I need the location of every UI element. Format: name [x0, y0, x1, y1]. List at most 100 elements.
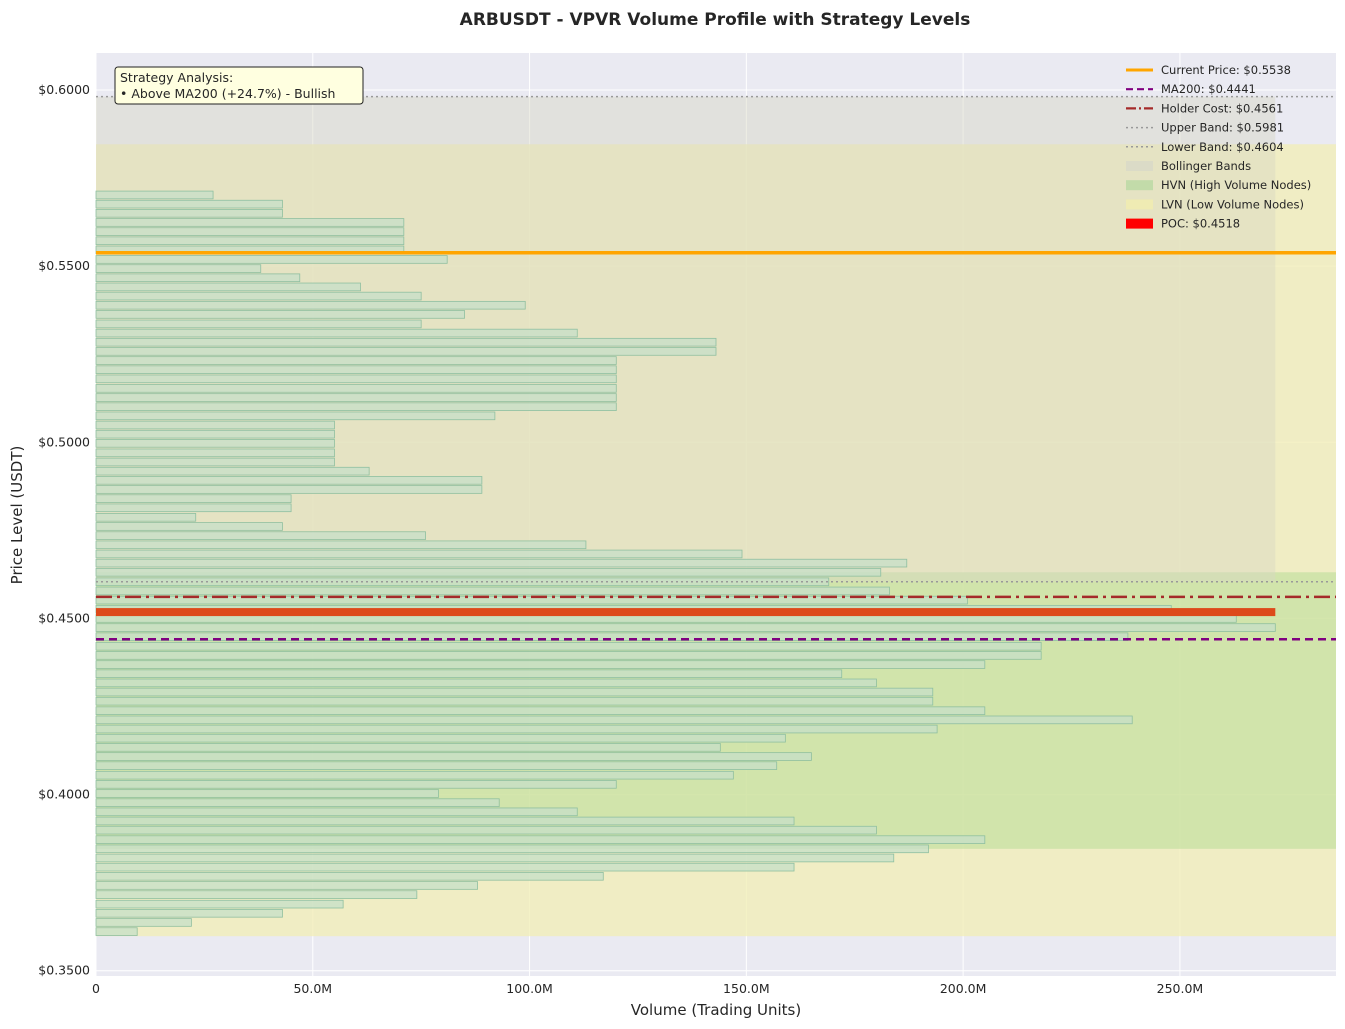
volume-bar — [95, 660, 986, 669]
volume-bar — [95, 347, 717, 356]
legend-swatch — [1126, 161, 1153, 171]
volume-bar — [95, 733, 786, 743]
volume-bar — [95, 356, 617, 365]
volume-bar — [95, 558, 908, 568]
volume-bar — [95, 328, 578, 338]
volume-bar — [95, 209, 283, 218]
volume-bar — [95, 696, 934, 706]
volume-bar — [95, 780, 617, 789]
x-tick-label: 250.0M — [1157, 981, 1204, 996]
volume-bar — [95, 236, 405, 246]
y-tick-label: $0.4000 — [38, 787, 90, 802]
x-tick-label: 0 — [92, 981, 100, 996]
y-tick-label: $0.3500 — [38, 963, 90, 978]
volume-bar — [95, 789, 439, 798]
volume-bar — [95, 586, 890, 596]
volume-bar — [95, 816, 795, 826]
volume-bar — [95, 761, 778, 770]
volume-bar — [95, 651, 1042, 660]
volume-bar — [95, 291, 422, 301]
volume-bar — [95, 632, 1129, 642]
volume-bar — [95, 687, 934, 697]
volume-bar — [95, 567, 882, 577]
legend-label: Bollinger Bands — [1161, 159, 1251, 173]
volume-bar — [95, 623, 1276, 632]
y-tick-label: $0.5500 — [38, 258, 90, 273]
y-tick-label: $0.5000 — [38, 434, 90, 449]
volume-bar — [95, 678, 877, 688]
volume-bar — [95, 881, 478, 890]
strategy-annotation: Strategy Analysis: • Above MA200 (+24.7%… — [114, 66, 364, 105]
volume-bar — [95, 190, 214, 200]
volume-bar — [95, 319, 422, 329]
volume-bar — [95, 872, 604, 881]
annotation-box — [114, 66, 364, 105]
volume-bar — [95, 899, 344, 909]
legend-label: LVN (Low Volume Nodes) — [1161, 197, 1304, 211]
volume-bar — [95, 807, 578, 817]
volume-bar — [95, 384, 617, 393]
volume-bar — [95, 393, 617, 402]
y-axis-label: Price Level (USDT) — [8, 446, 26, 585]
x-axis-label: Volume (Trading Units) — [631, 1001, 801, 1019]
x-tick-label: 100.0M — [506, 981, 553, 996]
volume-bar — [95, 743, 721, 752]
volume-bar — [95, 457, 335, 467]
volume-bar — [95, 448, 335, 458]
volume-bar — [95, 918, 192, 927]
volume-bar — [95, 374, 617, 384]
volume-bar — [95, 724, 938, 734]
volume-bar — [95, 439, 335, 448]
legend-label: Current Price: $0.5538 — [1161, 63, 1291, 77]
volume-bar — [95, 337, 717, 347]
strategy-lines — [96, 95, 1336, 641]
volume-bar — [95, 770, 734, 780]
legend-label: Upper Band: $0.5981 — [1161, 121, 1284, 135]
legend-swatch — [1126, 218, 1153, 229]
x-tick-label: 50.0M — [293, 981, 332, 996]
volume-bar — [95, 365, 617, 374]
legend-label: Lower Band: $0.4604 — [1161, 140, 1284, 154]
volume-bar — [95, 706, 986, 716]
volume-bar — [95, 264, 262, 273]
volume-bar — [95, 844, 929, 854]
legend: Current Price: $0.5538 MA200: $0.4441 Hold… — [1126, 63, 1311, 231]
volume-bar — [95, 503, 292, 513]
volume-bar — [95, 641, 1042, 651]
legend-swatch — [1126, 180, 1153, 191]
y-tick-label: $0.4500 — [38, 610, 90, 625]
volume-bar — [95, 420, 335, 430]
volume-bar — [95, 540, 587, 550]
volume-bar — [95, 752, 812, 761]
volume-bar — [95, 255, 448, 264]
volume-bar — [95, 890, 418, 899]
volume-bar — [95, 835, 986, 844]
volume-bar — [95, 282, 361, 292]
volume-bar — [95, 476, 483, 485]
volume-bar — [95, 411, 496, 421]
volume-bar — [95, 466, 370, 476]
legend-label: MA200: $0.4441 — [1161, 82, 1256, 96]
volume-bar — [95, 485, 483, 494]
volume-bar — [95, 310, 465, 319]
axis-ticks: 0 50.0M 100.0M 150.0M 200.0M 250.0M $0.3500 $0.… — [38, 82, 1203, 996]
volume-bar — [95, 513, 197, 522]
volume-bar — [95, 531, 426, 540]
volume-bar — [95, 715, 1133, 725]
volume-bar — [95, 429, 335, 439]
legend-swatch — [1126, 199, 1153, 210]
legend-label: Holder Cost: $0.4561 — [1161, 101, 1283, 115]
x-tick-label: 150.0M — [723, 981, 770, 996]
volume-bar — [95, 227, 405, 236]
chart-title: ARBUSDT - VPVR Volume Profile with Strat… — [460, 10, 971, 30]
volume-bar — [95, 199, 283, 209]
volume-bar — [95, 549, 743, 559]
volume-bar — [95, 927, 138, 936]
volume-bar — [95, 273, 301, 283]
volume-bar — [95, 669, 843, 679]
annotation-line-2: • Above MA200 (+24.7%) - Bullish — [120, 86, 335, 101]
volume-bar — [95, 798, 500, 807]
volume-bar — [95, 853, 895, 863]
volume-bar — [95, 300, 526, 310]
